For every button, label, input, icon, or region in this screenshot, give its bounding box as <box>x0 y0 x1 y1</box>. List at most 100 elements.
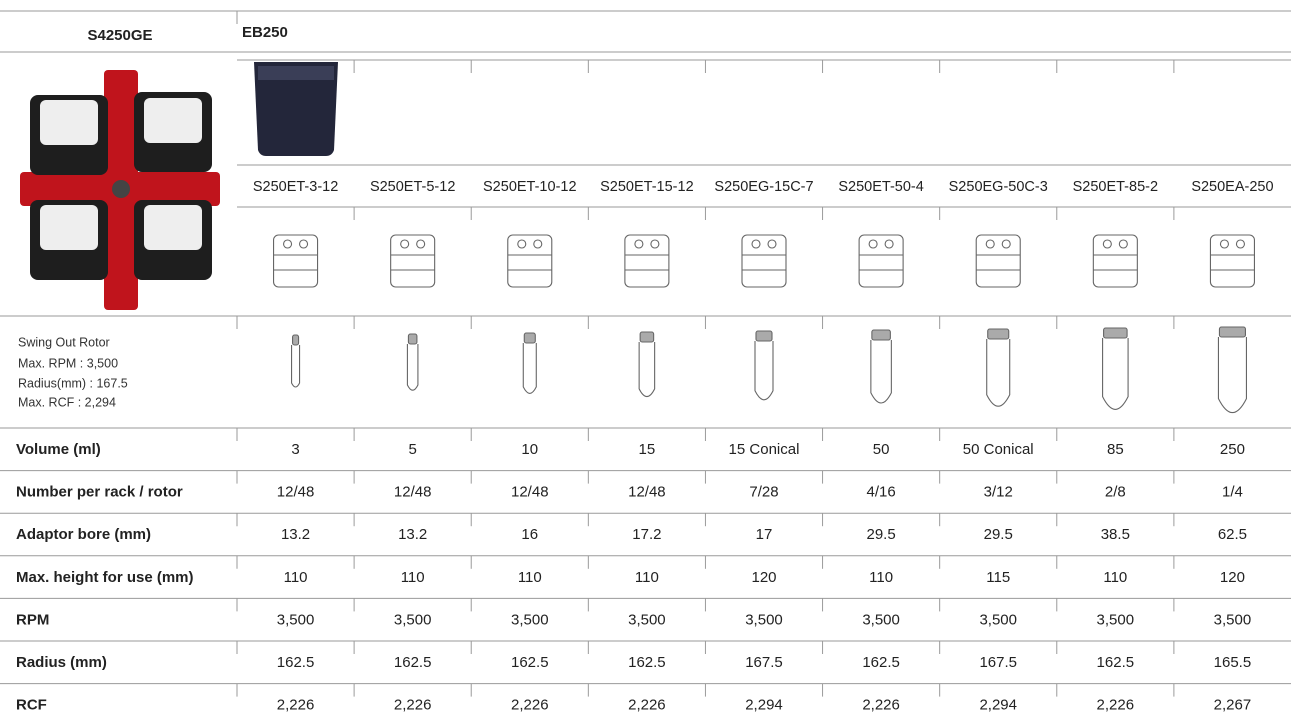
cell-value: 2,226 <box>277 697 315 714</box>
cell-value: 167.5 <box>979 654 1017 671</box>
cell-value: 120 <box>751 569 776 586</box>
rack-icon <box>741 234 787 288</box>
rack-icon <box>507 234 553 288</box>
cell-value: 4/16 <box>867 484 896 501</box>
cell-value: 110 <box>401 569 425 586</box>
cell-value: 50 <box>873 441 890 458</box>
cell-value: 16 <box>521 526 538 543</box>
cell-value: 3,500 <box>511 611 549 628</box>
row-label: Radius (mm) <box>16 654 107 671</box>
adaptor-model: S250ET-10-12 <box>483 179 577 195</box>
cell-value: 3,500 <box>277 611 315 628</box>
cell-value: 12/48 <box>511 484 549 501</box>
cell-value: 29.5 <box>867 526 896 543</box>
cell-value: 250 <box>1220 441 1245 458</box>
cell-value: 110 <box>518 569 542 586</box>
cell-value: 12/48 <box>628 484 666 501</box>
tube-icon <box>1102 327 1129 410</box>
cell-value: 13.2 <box>281 526 310 543</box>
cell-value: 110 <box>284 569 308 586</box>
cell-value: 12/48 <box>394 484 432 501</box>
cell-value: 2,294 <box>979 697 1017 714</box>
rack-icon <box>1209 234 1255 288</box>
info-line: Max. RCF : 2,294 <box>18 395 116 409</box>
cell-value: 110 <box>635 569 659 586</box>
adaptor-model: S250EG-50C-3 <box>949 179 1048 195</box>
cell-value: 5 <box>408 441 416 458</box>
cell-value: 3,500 <box>745 611 783 628</box>
cell-value: 2,267 <box>1214 697 1252 714</box>
cell-value: 3,500 <box>979 611 1017 628</box>
cell-value: 62.5 <box>1218 526 1247 543</box>
row-label: RPM <box>16 611 49 628</box>
info-line: Swing Out Rotor <box>18 335 110 349</box>
row-label: Adaptor bore (mm) <box>16 526 151 543</box>
row-label: Volume (ml) <box>16 441 101 458</box>
tube-icon <box>754 330 774 401</box>
adaptor-model: S250ET-15-12 <box>600 179 694 195</box>
cell-value: 162.5 <box>394 654 432 671</box>
cell-value: 2,226 <box>394 697 432 714</box>
cell-value: 2/8 <box>1105 484 1126 501</box>
cell-value: 115 <box>986 569 1010 586</box>
cell-value: 7/28 <box>749 484 778 501</box>
rack-icon <box>273 234 319 288</box>
cell-value: 2,226 <box>862 697 900 714</box>
row-label: Number per rack / rotor <box>16 484 183 501</box>
tube-icon <box>986 328 1011 407</box>
cell-value: 110 <box>869 569 893 586</box>
cell-value: 167.5 <box>745 654 783 671</box>
cell-value: 165.5 <box>1214 654 1252 671</box>
cell-value: 3,500 <box>862 611 900 628</box>
tube-icon <box>291 334 301 388</box>
info-line: Radius(mm) : 167.5 <box>18 376 128 390</box>
cell-value: 3/12 <box>984 484 1013 501</box>
tube-icon <box>406 333 419 391</box>
cell-value: 162.5 <box>628 654 666 671</box>
cell-value: 3,500 <box>1097 611 1135 628</box>
cell-value: 2,226 <box>628 697 666 714</box>
info-line: Max. RPM : 3,500 <box>18 356 118 370</box>
cell-value: 3,500 <box>1214 611 1252 628</box>
cell-value: 162.5 <box>277 654 315 671</box>
adaptor-model: S250ET-3-12 <box>253 179 338 195</box>
cell-value: 3 <box>291 441 299 458</box>
cell-value: 2,226 <box>511 697 549 714</box>
rack-icon <box>390 234 436 288</box>
adaptor-model: S250EA-250 <box>1191 179 1273 195</box>
cell-value: 15 Conical <box>729 441 800 458</box>
rack-icon <box>1092 234 1138 288</box>
cell-value: 2,294 <box>745 697 783 714</box>
cell-value: 162.5 <box>511 654 549 671</box>
tube-icon <box>522 332 537 394</box>
cell-value: 2,226 <box>1097 697 1135 714</box>
rotor-image <box>20 70 220 310</box>
adaptor-model: S250ET-85-2 <box>1073 179 1158 195</box>
cell-value: 85 <box>1107 441 1124 458</box>
rotor-info: Swing Out Rotor Max. RPM : 3,500 Radius(… <box>18 335 128 409</box>
cell-value: 12/48 <box>277 484 315 501</box>
adaptor-model: S250ET-50-4 <box>838 179 923 195</box>
rack-icon <box>858 234 904 288</box>
cell-value: 13.2 <box>398 526 427 543</box>
cell-value: 1/4 <box>1222 484 1243 501</box>
rack-icon <box>975 234 1021 288</box>
adaptor-model: S250EG-15C-7 <box>714 179 813 195</box>
row-label: RCF <box>16 697 47 714</box>
rotor-model: S4250GE <box>87 27 152 44</box>
cell-value: 29.5 <box>984 526 1013 543</box>
cell-value: 3,500 <box>394 611 432 628</box>
tube-icon <box>1217 326 1247 414</box>
cell-value: 110 <box>1103 569 1127 586</box>
cell-value: 10 <box>521 441 538 458</box>
bucket-model: EB250 <box>242 24 288 41</box>
cell-value: 15 <box>639 441 656 458</box>
cell-value: 17.2 <box>632 526 661 543</box>
row-label: Max. height for use (mm) <box>16 569 194 586</box>
cell-value: 162.5 <box>1097 654 1135 671</box>
bucket-image <box>254 62 338 156</box>
cell-value: 38.5 <box>1101 526 1130 543</box>
cell-value: 17 <box>756 526 773 543</box>
adaptor-model: S250ET-5-12 <box>370 179 455 195</box>
